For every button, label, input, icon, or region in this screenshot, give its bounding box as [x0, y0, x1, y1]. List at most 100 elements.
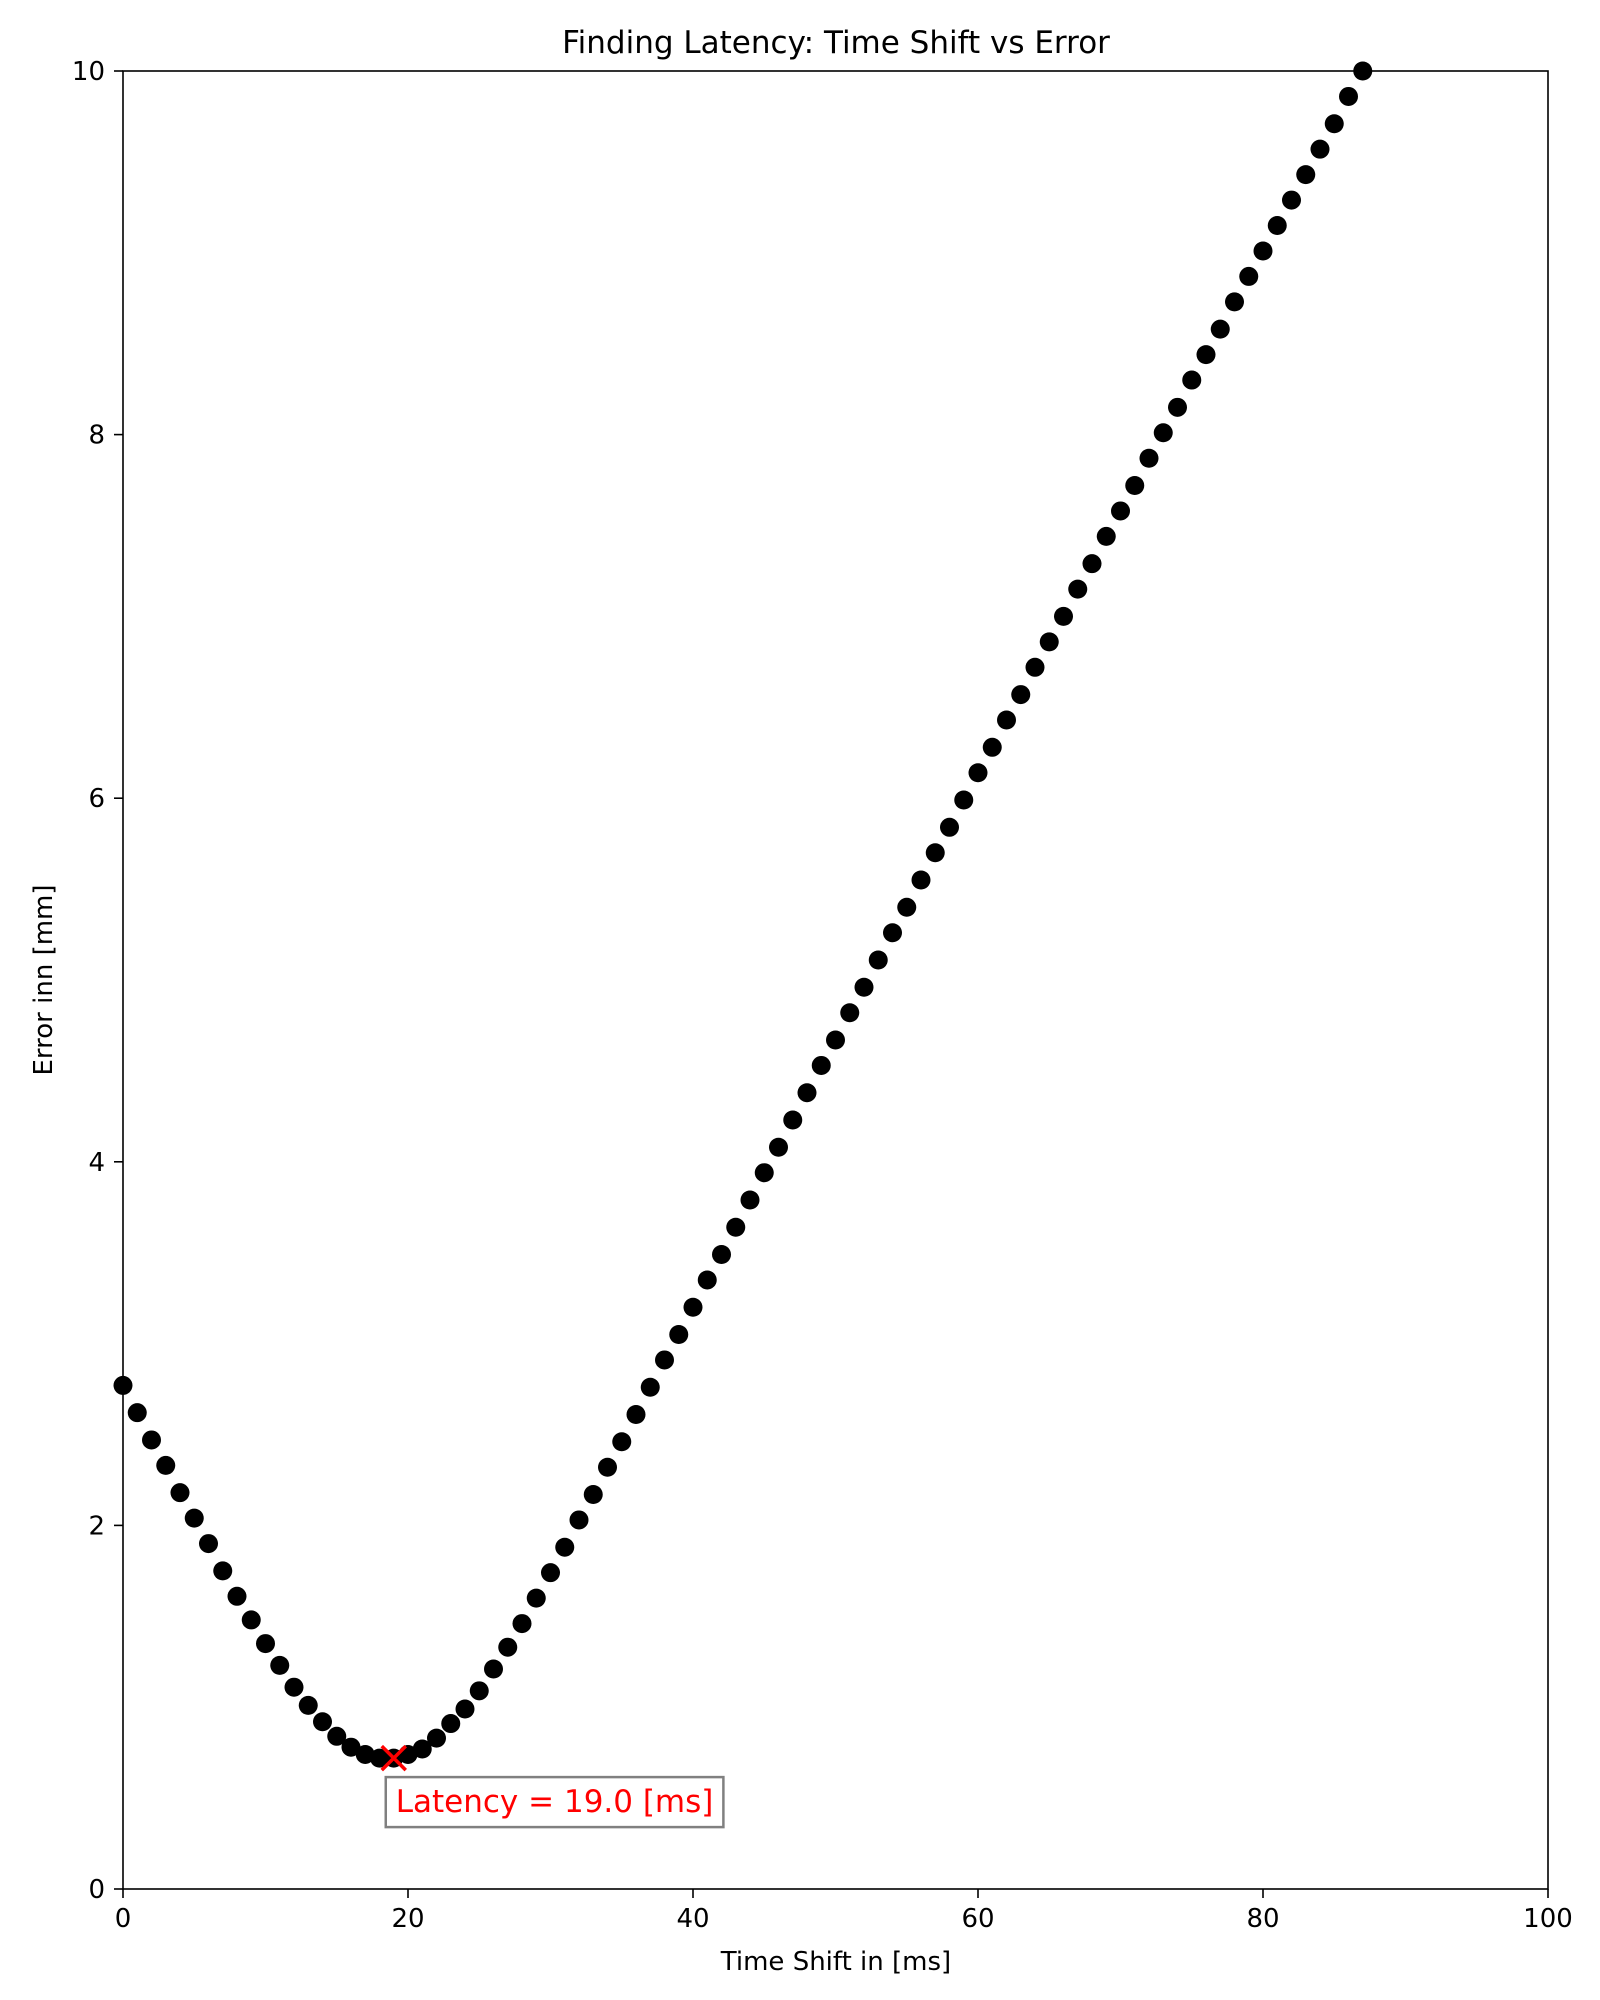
data-point	[298, 1695, 318, 1715]
data-point	[940, 817, 959, 837]
data-point	[769, 1137, 788, 1157]
data-point	[997, 710, 1016, 730]
data-point	[498, 1637, 518, 1657]
y-tick-label: 4	[88, 1148, 105, 1178]
data-point	[982, 737, 1002, 757]
y-axis: 0 2 4 6 8 10	[72, 57, 123, 1905]
data-point	[370, 1748, 389, 1768]
data-point	[441, 1714, 461, 1734]
x-tick-label: 100	[1523, 1904, 1573, 1934]
data-point	[142, 1430, 161, 1450]
data-point	[669, 1325, 689, 1345]
data-point	[199, 1534, 218, 1554]
data-point	[313, 1712, 332, 1732]
data-point	[1267, 216, 1287, 236]
data-point	[241, 1610, 261, 1630]
data-point	[911, 870, 931, 890]
y-tick-label: 2	[88, 1511, 105, 1541]
data-point	[726, 1217, 746, 1237]
data-point	[1125, 476, 1145, 496]
data-point	[1196, 345, 1216, 365]
data-point	[1039, 632, 1059, 652]
data-point	[1253, 241, 1273, 261]
data-point	[184, 1508, 204, 1528]
x-tick-label: 0	[115, 1904, 132, 1934]
data-point	[170, 1483, 190, 1503]
data-point	[740, 1190, 760, 1210]
data-point	[1096, 526, 1116, 546]
data-point	[541, 1563, 560, 1583]
data-point	[868, 950, 888, 970]
data-point	[1210, 319, 1230, 339]
data-point	[341, 1737, 361, 1757]
plot-frame	[122, 70, 1549, 1890]
data-point	[1082, 554, 1102, 574]
latency-x-marker	[380, 1744, 407, 1772]
data-point	[227, 1586, 247, 1606]
data-point	[797, 1083, 817, 1103]
data-point	[1182, 370, 1202, 390]
data-point	[968, 763, 988, 783]
data-point	[883, 923, 902, 943]
data-point	[256, 1634, 275, 1654]
data-point	[783, 1110, 803, 1130]
x-tick-label: 60	[961, 1904, 994, 1934]
data-point	[213, 1561, 233, 1581]
data-point	[811, 1055, 831, 1075]
data-point	[697, 1270, 717, 1290]
data-point	[355, 1744, 375, 1764]
data-point	[1011, 685, 1031, 705]
data-point	[526, 1588, 546, 1608]
x-axis: 0 20 40 60 80 100	[115, 1889, 1573, 1934]
data-point	[754, 1163, 774, 1183]
data-point	[655, 1350, 674, 1370]
data-point	[427, 1728, 446, 1748]
data-point	[626, 1405, 646, 1425]
data-point	[1324, 114, 1344, 134]
data-point	[612, 1432, 632, 1452]
chart-title: Finding Latency: Time Shift vs Error	[562, 25, 1110, 61]
data-point	[569, 1510, 589, 1530]
x-tick-label: 80	[1246, 1904, 1279, 1934]
data-point	[840, 1003, 860, 1023]
data-point	[127, 1403, 147, 1423]
data-point	[1111, 501, 1130, 521]
y-tick-label: 10	[72, 57, 105, 87]
latency-marker-group: Latency = 19.0 [ms]	[380, 1744, 725, 1829]
data-point	[1168, 397, 1187, 417]
data-point	[484, 1659, 503, 1679]
x-tick-label: 40	[676, 1904, 709, 1934]
data-points	[113, 61, 1373, 1768]
data-point	[854, 977, 874, 997]
data-point	[954, 790, 974, 810]
data-point	[156, 1455, 176, 1475]
data-point	[455, 1699, 475, 1719]
data-point	[270, 1655, 290, 1675]
latency-annotation-label: Latency = 19.0 [ms]	[396, 1784, 714, 1820]
data-point	[712, 1245, 731, 1265]
data-point	[327, 1726, 347, 1746]
data-point	[1068, 579, 1088, 599]
data-point	[1225, 292, 1244, 312]
data-point	[555, 1537, 575, 1557]
data-point	[1282, 190, 1301, 210]
data-point	[583, 1484, 603, 1504]
data-point	[1153, 423, 1173, 443]
x-tick-label: 20	[391, 1904, 424, 1934]
y-axis-label: Error inn [mm]	[29, 884, 59, 1075]
latency-annotation-box	[384, 1775, 725, 1829]
data-point	[469, 1681, 489, 1701]
data-point	[412, 1739, 432, 1759]
data-point	[897, 897, 917, 917]
data-point	[1296, 165, 1316, 185]
data-point	[1025, 657, 1045, 677]
data-point	[512, 1614, 532, 1634]
data-point	[683, 1297, 703, 1317]
x-axis-label: Time Shift in [ms]	[720, 1947, 951, 1977]
data-point	[598, 1457, 617, 1477]
data-point	[1310, 139, 1330, 159]
y-tick-label: 6	[88, 784, 105, 814]
